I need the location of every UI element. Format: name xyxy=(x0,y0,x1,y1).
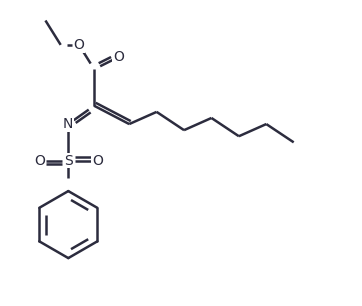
Text: O: O xyxy=(113,50,124,64)
Text: N: N xyxy=(63,117,73,131)
Text: S: S xyxy=(64,154,73,168)
Text: O: O xyxy=(73,38,84,52)
Text: O: O xyxy=(34,154,45,168)
Text: O: O xyxy=(92,154,103,168)
